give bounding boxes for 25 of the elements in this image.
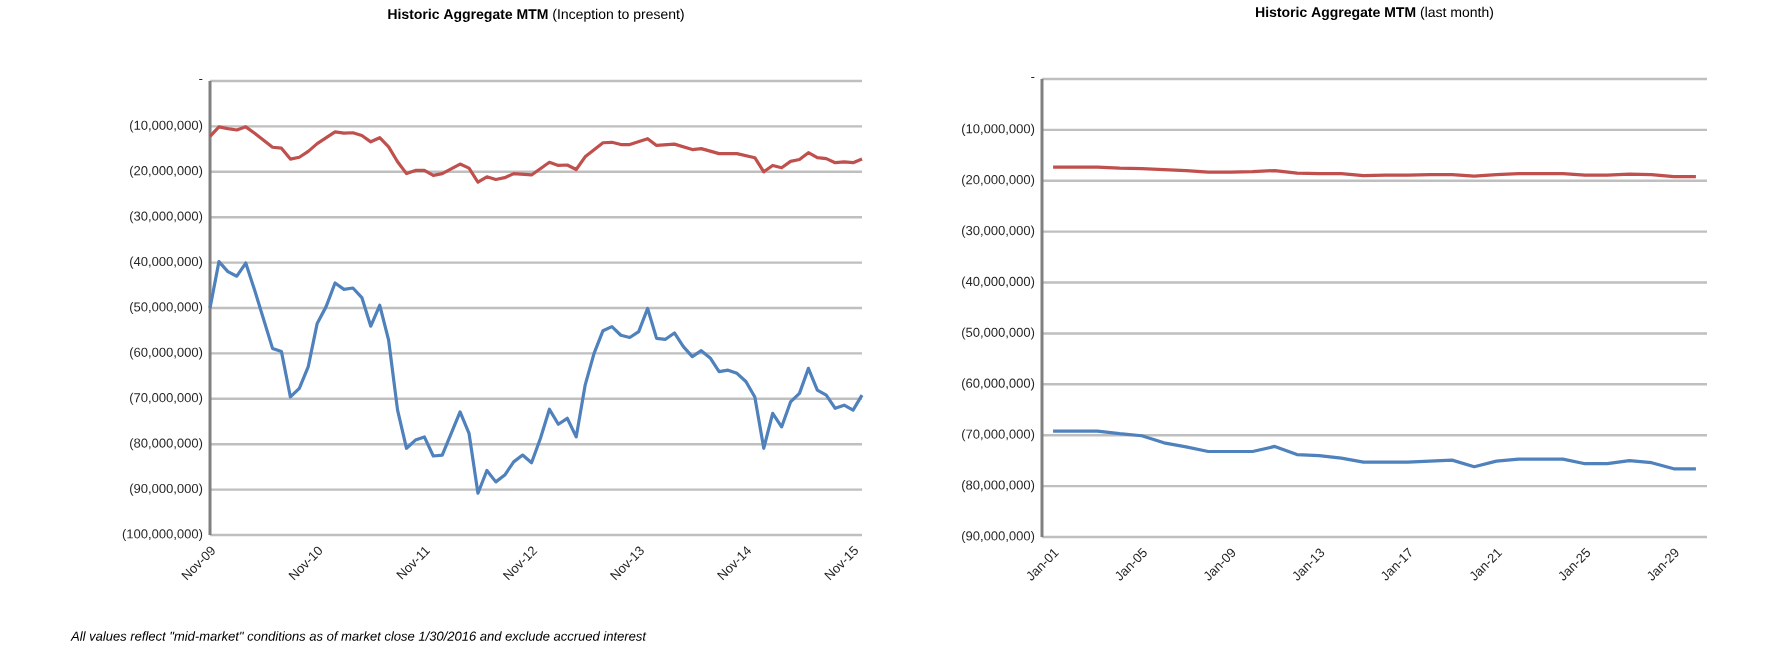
y-tick-label: (50,000,000) [130, 301, 203, 315]
y-tick-label: (60,000,000) [130, 347, 203, 360]
y-tick-label: (10,000,000) [962, 123, 1035, 136]
y-tick-label: (60,000,000) [962, 378, 1035, 391]
y-tick-label: - [199, 79, 203, 81]
y-tick-label: (20,000,000) [130, 165, 203, 178]
y-tick-label: (10,000,000) [130, 120, 203, 133]
y-tick-label: (90,000,000) [962, 530, 1035, 544]
y-tick-label: (100,000,000) [122, 528, 203, 542]
y-tick-label: (30,000,000) [130, 211, 203, 224]
y-tick-label: (40,000,000) [962, 276, 1035, 289]
chart-title: Historic Aggregate MTM (Inception to present) [388, 8, 684, 22]
y-tick-label: (80,000,000) [130, 438, 203, 451]
y-tick-label: (70,000,000) [962, 429, 1035, 442]
y-tick-label: (70,000,000) [130, 392, 203, 405]
chart-title: Historic Aggregate MTM (last month) [1256, 6, 1494, 20]
y-tick-label: (80,000,000) [962, 480, 1035, 493]
y-tick-label: (30,000,000) [962, 225, 1035, 238]
y-tick-label: (50,000,000) [962, 327, 1035, 340]
y-tick-label: (40,000,000) [130, 256, 203, 269]
y-tick-label: (20,000,000) [962, 174, 1035, 187]
line-series [208, 260, 864, 495]
y-tick-label: (90,000,000) [130, 483, 203, 496]
y-tick-label: - [1031, 77, 1035, 79]
text: All values reflect "mid-market" conditions as of market close 1/30/2016 and exclude accrued interest [70, 631, 647, 641]
